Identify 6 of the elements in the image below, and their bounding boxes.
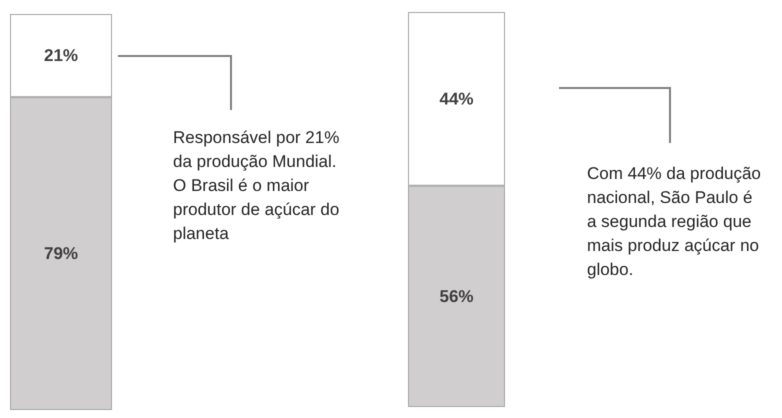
data-label: 21% xyxy=(44,46,78,66)
text: Responsável por 21% da produção Mundial. O Brasil é o maior produtor de açúcar do planeta xyxy=(173,127,340,245)
data-label: 56% xyxy=(439,286,474,306)
data-label: 79% xyxy=(44,244,78,264)
text: Com 44% da produção nacional, São Paulo é a segunda região que mais produz açúcar no globo. xyxy=(587,163,761,281)
data-label: 44% xyxy=(439,89,474,108)
